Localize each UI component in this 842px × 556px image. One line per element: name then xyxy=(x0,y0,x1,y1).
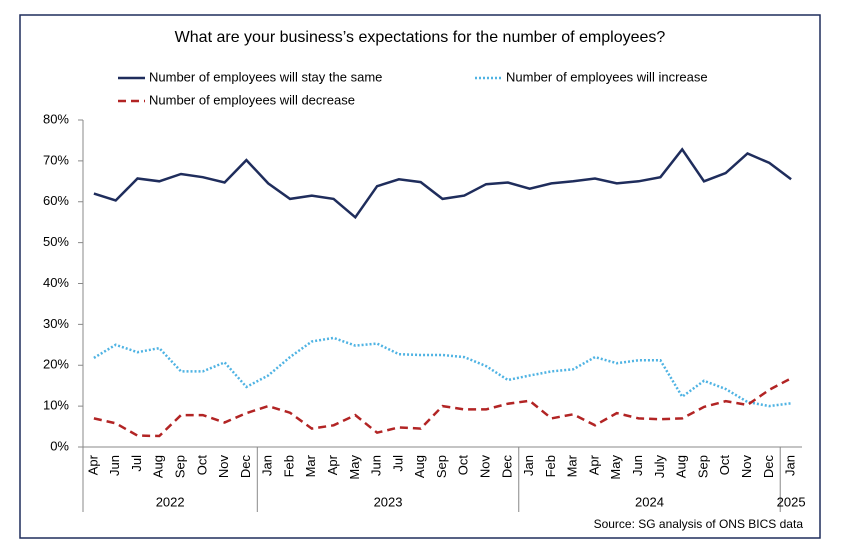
x-group-label: 2025 xyxy=(777,494,806,509)
x-tick-label: Feb xyxy=(281,455,296,477)
y-tick-label: 20% xyxy=(43,357,69,372)
source-note: Source: SG analysis of ONS BICS data xyxy=(594,517,804,531)
x-tick-label: May xyxy=(347,455,362,480)
data-line xyxy=(93,377,792,438)
legend-label: Number of employees will increase xyxy=(506,69,708,84)
x-tick-label: Nov xyxy=(216,455,231,479)
x-tick-label: May xyxy=(608,455,623,480)
x-group-label: 2023 xyxy=(374,494,403,509)
chart-title: What are your business’s expectations fo… xyxy=(175,29,666,46)
x-tick-label: Jul xyxy=(129,455,144,472)
x-tick-label: Dec xyxy=(499,455,514,479)
x-tick-label: July xyxy=(652,455,667,479)
x-tick-label: Aug xyxy=(151,455,166,478)
x-tick-label: Apr xyxy=(85,454,100,475)
x-tick-label: Jun xyxy=(369,455,384,476)
x-tick-label: Dec xyxy=(238,455,253,479)
x-tick-label: Oct xyxy=(717,455,732,476)
chart-border xyxy=(19,14,821,539)
x-tick-label: Mar xyxy=(303,454,318,477)
x-tick-label: Jul xyxy=(390,455,405,472)
x-tick-label: Sep xyxy=(172,455,187,478)
y-tick-label: 70% xyxy=(43,152,69,167)
legend-label: Number of employees will stay the same xyxy=(149,69,382,84)
x-tick-label: Jan xyxy=(260,455,275,476)
y-tick-label: 60% xyxy=(43,193,69,208)
y-tick-label: 10% xyxy=(43,398,69,413)
data-line xyxy=(93,147,792,220)
y-tick-label: 40% xyxy=(43,275,69,290)
y-tick-label: 50% xyxy=(43,234,69,249)
x-tick-label: Aug xyxy=(674,455,689,478)
legend-label: Number of employees will decrease xyxy=(149,92,355,107)
x-tick-label: Jun xyxy=(107,455,122,476)
x-tick-label: Jan xyxy=(521,455,536,476)
x-tick-label: Sep xyxy=(434,455,449,478)
x-tick-label: Jun xyxy=(630,455,645,476)
x-tick-label: Oct xyxy=(456,455,471,476)
x-tick-label: Dec xyxy=(761,455,776,479)
x-tick-label: Feb xyxy=(543,455,558,477)
x-tick-label: Sep xyxy=(695,455,710,478)
y-tick-label: 0% xyxy=(50,438,69,453)
x-tick-label: Apr xyxy=(586,454,601,475)
x-tick-label: Apr xyxy=(325,454,340,475)
y-tick-label: 30% xyxy=(43,316,69,331)
x-tick-label: Nov xyxy=(739,455,754,479)
y-tick-label: 80% xyxy=(43,111,69,126)
x-tick-label: Jan xyxy=(783,455,798,476)
x-tick-label: Aug xyxy=(412,455,427,478)
data-line xyxy=(93,336,792,408)
x-group-label: 2024 xyxy=(635,494,664,509)
x-group-label: 2022 xyxy=(156,494,185,509)
x-tick-label: Mar xyxy=(565,454,580,477)
x-tick-label: Oct xyxy=(194,455,209,476)
x-tick-label: Nov xyxy=(478,455,493,479)
